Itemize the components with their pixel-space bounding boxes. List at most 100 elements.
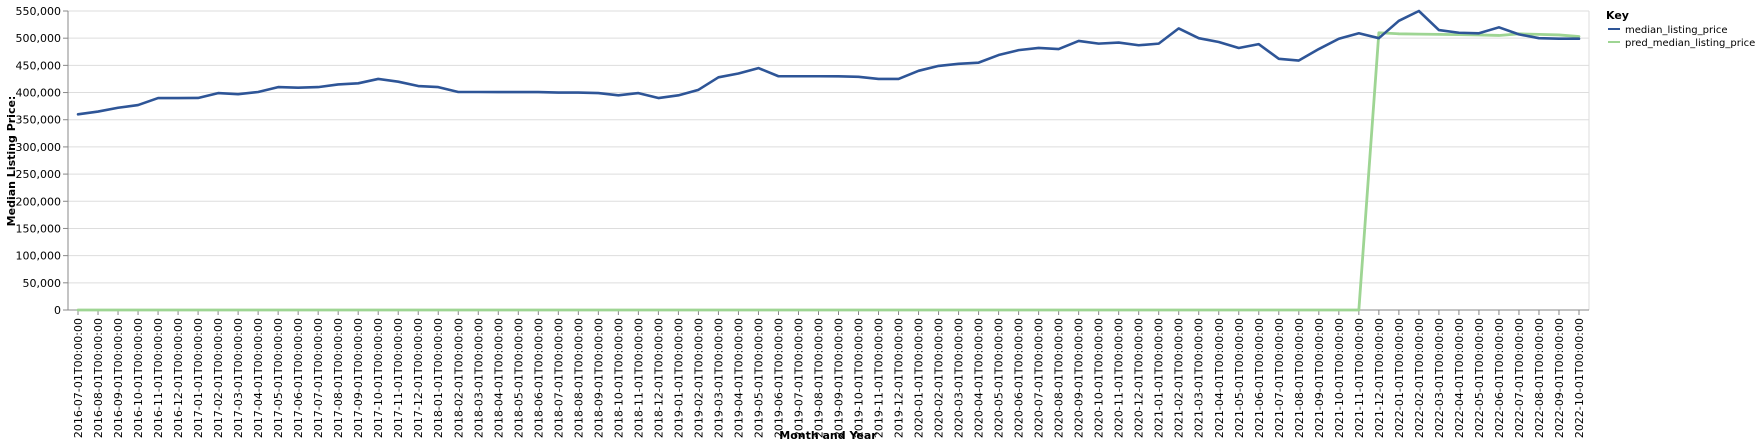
x-tick-label: 2020-01-01T00:00:00 — [913, 318, 926, 438]
y-tick-label: 550,000 — [16, 5, 62, 18]
x-tick-label: 2018-07-01T00:00:00 — [552, 318, 565, 438]
x-tick-label: 2021-06-01T00:00:00 — [1253, 318, 1266, 438]
x-tick-label: 2017-10-01T00:00:00 — [372, 318, 385, 438]
x-tick-label: 2019-01-01T00:00:00 — [672, 318, 685, 438]
x-tick-label: 2016-11-01T00:00:00 — [152, 318, 165, 438]
x-tick-label: 2018-12-01T00:00:00 — [652, 318, 665, 438]
x-tick-label: 2017-07-01T00:00:00 — [312, 318, 325, 438]
x-tick-label: 2022-06-01T00:00:00 — [1493, 318, 1506, 438]
x-tick-label: 2018-08-01T00:00:00 — [572, 318, 585, 438]
x-tick-label: 2017-08-01T00:00:00 — [332, 318, 345, 438]
x-tick-label: 2017-12-01T00:00:00 — [412, 318, 425, 438]
x-tick-label: 2020-09-01T00:00:00 — [1073, 318, 1086, 438]
x-tick-label: 2018-01-01T00:00:00 — [432, 318, 445, 438]
x-tick-label: 2022-08-01T00:00:00 — [1533, 318, 1546, 438]
grid-lines — [68, 10, 1590, 311]
legend-label: median_listing_price — [1625, 25, 1728, 36]
x-axis-title: Month and Year — [779, 429, 877, 442]
x-tick-label: 2020-07-01T00:00:00 — [1033, 318, 1046, 438]
x-tick-label: 2017-11-01T00:00:00 — [392, 318, 405, 438]
x-tick-label: 2019-09-01T00:00:00 — [833, 318, 846, 438]
x-tick-label: 2016-09-01T00:00:00 — [112, 318, 125, 438]
x-tick-label: 2018-02-01T00:00:00 — [452, 318, 465, 438]
x-tick-label: 2022-02-01T00:00:00 — [1413, 318, 1426, 438]
x-tick-label: 2022-05-01T00:00:00 — [1473, 318, 1486, 438]
x-tick-label: 2022-07-01T00:00:00 — [1513, 318, 1526, 438]
x-tick-label: 2016-10-01T00:00:00 — [132, 318, 145, 438]
x-tick-label: 2021-09-01T00:00:00 — [1313, 318, 1326, 438]
series-line-median-listing-price — [76, 9, 1581, 116]
x-tick-label: 2017-06-01T00:00:00 — [292, 318, 305, 438]
x-tick-label: 2022-03-01T00:00:00 — [1433, 318, 1446, 438]
x-tick-label: 2022-10-01T00:00:00 — [1573, 318, 1586, 438]
x-tick-label: 2020-08-01T00:00:00 — [1053, 318, 1066, 438]
x-tick-label: 2020-05-01T00:00:00 — [993, 318, 1006, 438]
x-tick-label: 2021-08-01T00:00:00 — [1293, 318, 1306, 438]
x-tick-label: 2021-10-01T00:00:00 — [1333, 318, 1346, 438]
x-tick-label: 2020-02-01T00:00:00 — [933, 318, 946, 438]
legend-title: Key — [1606, 9, 1629, 22]
x-tick-label: 2021-12-01T00:00:00 — [1373, 318, 1386, 438]
x-tick-label: 2021-07-01T00:00:00 — [1273, 318, 1286, 438]
y-tick-label: 100,000 — [16, 250, 62, 263]
x-tick-label: 2019-07-01T00:00:00 — [792, 318, 805, 438]
series-lines — [76, 9, 1581, 312]
x-tick-label: 2020-12-01T00:00:00 — [1133, 318, 1146, 438]
x-tick-label: 2019-10-01T00:00:00 — [853, 318, 866, 438]
x-tick-label: 2018-03-01T00:00:00 — [472, 318, 485, 438]
x-tick-label: 2020-11-01T00:00:00 — [1113, 318, 1126, 438]
x-tick-label: 2019-12-01T00:00:00 — [893, 318, 906, 438]
x-tick-label: 2021-11-01T00:00:00 — [1353, 318, 1366, 438]
x-tick-label: 2020-06-01T00:00:00 — [1013, 318, 1026, 438]
x-tick-label: 2018-04-01T00:00:00 — [492, 318, 505, 438]
x-tick-label: 2022-09-01T00:00:00 — [1553, 318, 1566, 438]
y-tick-label: 50,000 — [23, 277, 62, 290]
x-tick-label: 2022-01-01T00:00:00 — [1393, 318, 1406, 438]
x-axis: 2016-07-01T00:00:00 2016-08-01T00:00:00 20… — [68, 309, 1589, 438]
x-tick-label: 2020-10-01T00:00:00 — [1093, 318, 1106, 438]
x-tick-label: 2021-01-01T00:00:00 — [1153, 318, 1166, 438]
series-line-pred-median-listing-price — [76, 31, 1581, 312]
x-tick-label: 2019-05-01T00:00:00 — [752, 318, 765, 438]
x-tick-label: 2022-04-01T00:00:00 — [1453, 318, 1466, 438]
x-tick-label: 2020-04-01T00:00:00 — [973, 318, 986, 438]
x-tick-label: 2017-02-01T00:00:00 — [212, 318, 225, 438]
x-tick-label: 2021-02-01T00:00:00 — [1173, 318, 1186, 438]
x-tick-label: 2017-05-01T00:00:00 — [272, 318, 285, 438]
x-tick-label: 2021-04-01T00:00:00 — [1213, 318, 1226, 438]
x-tick-label: 2016-07-01T00:00:00 — [72, 318, 85, 438]
x-tick-label: 2019-06-01T00:00:00 — [772, 318, 785, 438]
x-tick-label: 2018-11-01T00:00:00 — [632, 318, 645, 438]
x-tick-label: 2018-06-01T00:00:00 — [532, 318, 545, 438]
x-tick-label: 2021-05-01T00:00:00 — [1233, 318, 1246, 438]
x-tick-label: 2016-12-01T00:00:00 — [172, 318, 185, 438]
x-tick-label: 2019-04-01T00:00:00 — [732, 318, 745, 438]
y-axis-title: Median Listing Price: — [5, 96, 18, 227]
y-tick-label: 300,000 — [16, 141, 62, 154]
x-tick-label: 2018-05-01T00:00:00 — [512, 318, 525, 438]
x-tick-label: 2017-04-01T00:00:00 — [252, 318, 265, 438]
legend: Key median_listing_price pred_median_list… — [1606, 9, 1755, 49]
y-tick-label: 150,000 — [16, 222, 62, 235]
x-tick-label: 2019-03-01T00:00:00 — [712, 318, 725, 438]
y-tick-label: 450,000 — [16, 59, 62, 72]
x-tick-label: 2017-03-01T00:00:00 — [232, 318, 245, 438]
x-tick-label: 2018-10-01T00:00:00 — [612, 318, 625, 438]
x-tick-label: 2016-08-01T00:00:00 — [92, 318, 105, 438]
x-tick-label: 2017-01-01T00:00:00 — [192, 318, 205, 438]
y-axis: 0 50,000 100,000 150,000 200,000 250,000 300,0… — [16, 5, 69, 317]
y-tick-label: 350,000 — [16, 114, 62, 127]
y-tick-label: 500,000 — [16, 32, 62, 45]
x-tick-label: 2019-11-01T00:00:00 — [873, 318, 886, 438]
x-tick-label: 2019-02-01T00:00:00 — [692, 318, 705, 438]
x-tick-label: 2017-09-01T00:00:00 — [352, 318, 365, 438]
x-tick-label: 2018-09-01T00:00:00 — [592, 318, 605, 438]
x-tick-label: 2019-08-01T00:00:00 — [812, 318, 825, 438]
legend-label: pred_median_listing_price — [1625, 38, 1755, 49]
y-tick-label: 200,000 — [16, 195, 62, 208]
x-tick-label: 2020-03-01T00:00:00 — [953, 318, 966, 438]
y-tick-label: 250,000 — [16, 168, 62, 181]
y-tick-label: 400,000 — [16, 87, 62, 100]
x-tick-label: 2021-03-01T00:00:00 — [1193, 318, 1206, 438]
